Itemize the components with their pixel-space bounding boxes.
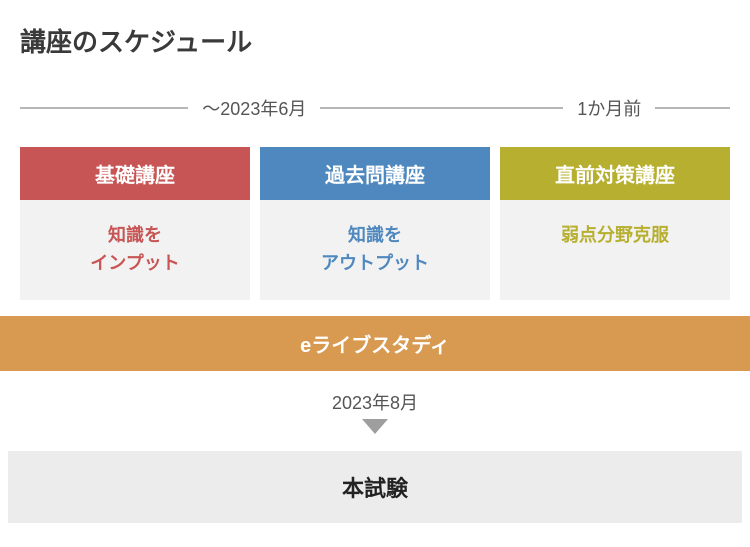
timeline-line — [20, 107, 188, 109]
timeline-segment-right: 1か月前 — [489, 95, 730, 121]
course-body: 弱点分野克服 — [500, 200, 730, 300]
exam-date-label: 2023年8月 — [20, 389, 730, 415]
timeline-label-right: 1か月前 — [563, 95, 655, 121]
courses-row: 基礎講座 知識をインプット 過去問講座 知識をアウトプット 直前対策講座 弱点分… — [20, 147, 730, 300]
course-body: 知識をアウトプット — [260, 200, 490, 300]
course-pastq: 過去問講座 知識をアウトプット — [260, 147, 490, 300]
exam-date-row: 2023年8月 — [20, 389, 730, 451]
course-head: 過去問講座 — [260, 147, 490, 200]
exam-bar: 本試験 — [8, 451, 742, 523]
timeline-line — [655, 107, 730, 109]
course-head: 基礎講座 — [20, 147, 250, 200]
elive-bar: eライブスタディ — [0, 316, 750, 371]
timeline-line — [489, 107, 564, 109]
page-title: 講座のスケジュール — [20, 22, 730, 59]
timeline-row: 〜2023年6月 1か月前 — [20, 95, 730, 121]
timeline-label-left: 〜2023年6月 — [188, 95, 320, 121]
course-body: 知識をインプット — [20, 200, 250, 300]
course-head: 直前対策講座 — [500, 147, 730, 200]
timeline-segment-left: 〜2023年6月 — [20, 95, 489, 121]
arrow-down-icon — [362, 419, 388, 434]
course-lastminute: 直前対策講座 弱点分野克服 — [500, 147, 730, 300]
course-basic: 基礎講座 知識をインプット — [20, 147, 250, 300]
timeline-line — [320, 107, 488, 109]
